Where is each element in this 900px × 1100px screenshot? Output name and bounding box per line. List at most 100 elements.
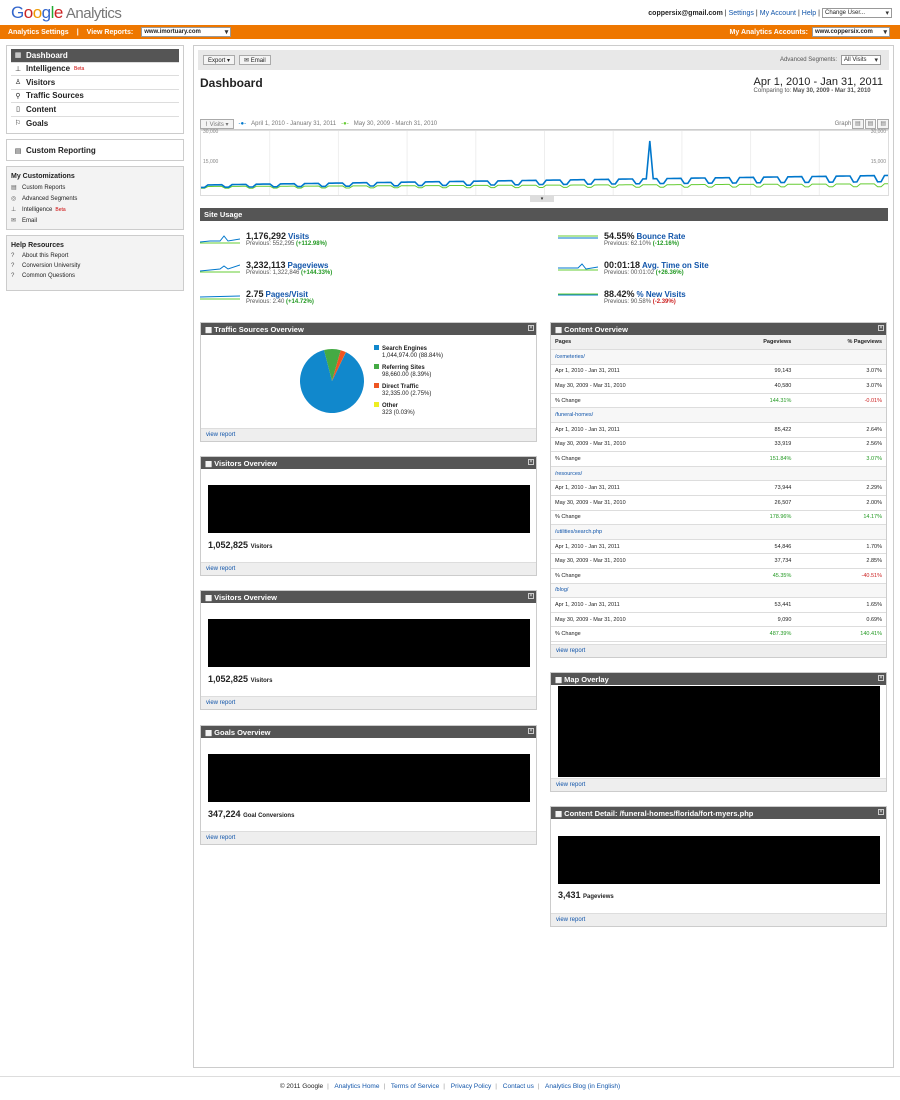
nav-goals[interactable]: ⚐ Goals bbox=[14, 118, 49, 128]
nav-visitors[interactable]: ♙ Visitors bbox=[11, 76, 179, 90]
legend-search-engines-swatch bbox=[374, 345, 379, 350]
about-report-link[interactable]: ? About this Report bbox=[11, 253, 69, 259]
custom-reports-icon: ▤ bbox=[11, 185, 17, 191]
view-reports-select[interactable]: www.imortuary.com bbox=[141, 27, 232, 37]
close-icon[interactable]: × bbox=[878, 325, 884, 331]
content-page-row[interactable]: /funeral-homes/ bbox=[551, 407, 886, 424]
help-resources-title: Help Resources bbox=[11, 242, 64, 249]
view-reports-label: View Reports: bbox=[86, 28, 134, 36]
date-range: Apr 1, 2010 - Jan 31, 2011 bbox=[753, 76, 883, 88]
visits-over-time-graph[interactable]: 30,000 15,000 30,000 15,000 bbox=[200, 129, 889, 196]
help-icon: ? bbox=[11, 263, 15, 269]
visitors-graph-redacted-1 bbox=[208, 485, 530, 533]
my-account-link[interactable]: My Account bbox=[759, 9, 796, 17]
nav-intelligence[interactable]: ⊥ Intelligence Beta bbox=[11, 63, 179, 76]
visitors-total-1: 1,052,825 Visitors bbox=[208, 540, 273, 550]
metric-avg-time[interactable]: 00:01:18 Avg. Time on Site Previous: 00:0… bbox=[558, 260, 709, 276]
visitors-icon: ♙ bbox=[14, 79, 22, 87]
graph-collapse-handle[interactable]: ▾ bbox=[530, 196, 554, 202]
legend-direct-traffic-swatch bbox=[374, 383, 379, 388]
google-analytics-logo[interactable]: Google Analytics bbox=[11, 3, 122, 22]
goals-view-report-link[interactable]: view report bbox=[206, 835, 236, 841]
email-link[interactable]: ✉ Email bbox=[11, 217, 38, 225]
content-page-row[interactable]: /resources/ bbox=[551, 466, 886, 482]
custom-reporting-box[interactable]: ▤ Custom Reporting bbox=[6, 139, 184, 161]
legend-current: April 1, 2010 - January 31, 2011 bbox=[251, 120, 337, 127]
graph-by-day-button[interactable]: ▤ bbox=[851, 118, 864, 129]
content-icon: ▯ bbox=[16, 106, 20, 114]
close-icon[interactable]: × bbox=[528, 728, 534, 734]
account-email: coppersix@gmail.com bbox=[648, 9, 723, 17]
legend-direct-traffic: Direct Traffic 32,335.00 (2.75%) bbox=[374, 383, 443, 398]
nav-content[interactable]: ▯ Content bbox=[11, 103, 179, 117]
page-title: Dashboard bbox=[200, 76, 263, 90]
nav-traffic-sources[interactable]: ⚲ Traffic Sources bbox=[11, 90, 179, 103]
content-detail-view-report-link[interactable]: view report bbox=[556, 917, 586, 923]
content-page-row[interactable]: /utilities/search.php bbox=[551, 524, 886, 540]
advanced-segments-select[interactable]: All Visits bbox=[841, 55, 881, 65]
conversion-university-link[interactable]: ? Conversion University bbox=[11, 263, 81, 269]
list-icon: ▦ bbox=[555, 808, 565, 818]
metric-pageviews[interactable]: 3,232,113 Pageviews Previous: 1,322,846 (… bbox=[200, 260, 332, 276]
table-row: May 30, 2009 - Mar 31, 2010 40,580 3.07% bbox=[551, 378, 886, 394]
analytics-home-link[interactable]: Analytics Home bbox=[334, 1083, 380, 1090]
close-icon[interactable]: × bbox=[878, 675, 884, 681]
content-view-report-link[interactable]: view report bbox=[556, 648, 586, 654]
list-icon: ▦ bbox=[555, 324, 565, 334]
table-row: May 30, 2009 - Mar 31, 2010 37,734 2.85% bbox=[551, 553, 886, 569]
my-accounts-select[interactable]: www.coppersix.com bbox=[812, 27, 890, 37]
intelligence-link[interactable]: ⊥ Intelligence Beta bbox=[11, 206, 66, 214]
close-icon[interactable]: × bbox=[528, 325, 534, 331]
content-detail-title: Content Detail: /funeral-homes/florida/f… bbox=[564, 808, 754, 818]
new-visits-sparkline bbox=[558, 293, 598, 296]
legend-search-engines: Search Engines 1,044,974.00 (88.84%) bbox=[374, 345, 443, 360]
graph-by-label: Graph by: bbox=[834, 120, 861, 127]
table-row: Apr 1, 2010 - Jan 31, 2011 85,422 2.64% bbox=[551, 422, 886, 438]
y-tick-top-right: 30,000 bbox=[870, 129, 886, 135]
date-range-picker[interactable]: Apr 1, 2010 - Jan 31, 2011 Comparing to:… bbox=[754, 76, 883, 94]
nav-dashboard[interactable]: ▦ Dashboard bbox=[11, 49, 179, 63]
export-button[interactable]: Export ▾ bbox=[203, 55, 236, 65]
email-button[interactable]: ✉ Email bbox=[239, 55, 271, 65]
pie-slice bbox=[332, 352, 346, 381]
legend-other-swatch bbox=[374, 402, 379, 407]
map-view-report-link[interactable]: view report bbox=[556, 782, 586, 788]
privacy-link[interactable]: Privacy Policy bbox=[450, 1083, 492, 1090]
blog-link[interactable]: Analytics Blog (in English) bbox=[545, 1083, 621, 1090]
close-icon[interactable]: × bbox=[878, 809, 884, 815]
table-row: Apr 1, 2010 - Jan 31, 2011 54,846 1.70% bbox=[551, 539, 886, 555]
graph-metric-select[interactable]: ⌇ Visits ▾ bbox=[200, 118, 234, 129]
change-user-select[interactable]: Change User... bbox=[822, 8, 892, 18]
traffic-view-report-link[interactable]: view report bbox=[206, 432, 236, 438]
metric-bounce-rate[interactable]: 54.55% Bounce Rate Previous: 62.10% (-12.… bbox=[558, 231, 685, 247]
content-page-row[interactable]: /cemeteries/ bbox=[551, 349, 886, 365]
settings-link[interactable]: Settings bbox=[728, 9, 754, 17]
custom-reporting-link[interactable]: ▤ Custom Reporting bbox=[14, 146, 96, 155]
contact-link[interactable]: Contact us bbox=[502, 1083, 534, 1090]
help-link[interactable]: Help bbox=[801, 9, 817, 17]
common-questions-link[interactable]: ? Common Questions bbox=[11, 273, 76, 279]
visitors-view-report-link-2[interactable]: view report bbox=[206, 700, 236, 706]
graph-by-week-button[interactable]: ▤ bbox=[864, 118, 877, 129]
pageviews-sparkline bbox=[200, 264, 240, 273]
metric-visits[interactable]: 1,176,292 Visits Previous: 552,295 (+112.… bbox=[200, 231, 327, 247]
metric-new-visits[interactable]: 88.42% % New Visits Previous: 90.58% (-2.… bbox=[558, 289, 686, 305]
metric-pages-visit[interactable]: 2.75 Pages/Visit Previous: 2.40 (+14.72%) bbox=[200, 289, 314, 305]
custom-reports-link[interactable]: ▤ Custom Reports bbox=[11, 184, 66, 192]
close-icon[interactable]: × bbox=[528, 459, 534, 465]
analytics-settings-link[interactable]: Analytics Settings bbox=[8, 28, 69, 36]
goals-total: 347,224 Goal Conversions bbox=[208, 809, 295, 819]
terms-link[interactable]: Terms of Service bbox=[390, 1083, 440, 1090]
bounce-rate-sparkline bbox=[558, 235, 598, 239]
content-page-row[interactable]: /blog/ bbox=[551, 583, 886, 599]
close-icon[interactable]: × bbox=[528, 593, 534, 599]
pie-slice bbox=[332, 350, 346, 381]
legend-referring-sites: Referring Sites 98,660.00 (8.39%) bbox=[374, 364, 443, 379]
traffic-legend: Search Engines 1,044,974.00 (88.84%) Refe… bbox=[374, 345, 443, 417]
list-icon: ▦ bbox=[205, 592, 215, 602]
graph-by-month-button[interactable]: ▤ bbox=[877, 118, 889, 129]
traffic-pie-chart bbox=[300, 349, 364, 413]
advanced-segments-link[interactable]: ◎ Advanced Segments bbox=[11, 195, 78, 203]
y-tick-top: 30,000 bbox=[203, 129, 219, 135]
visitors-view-report-link-1[interactable]: view report bbox=[206, 566, 236, 572]
